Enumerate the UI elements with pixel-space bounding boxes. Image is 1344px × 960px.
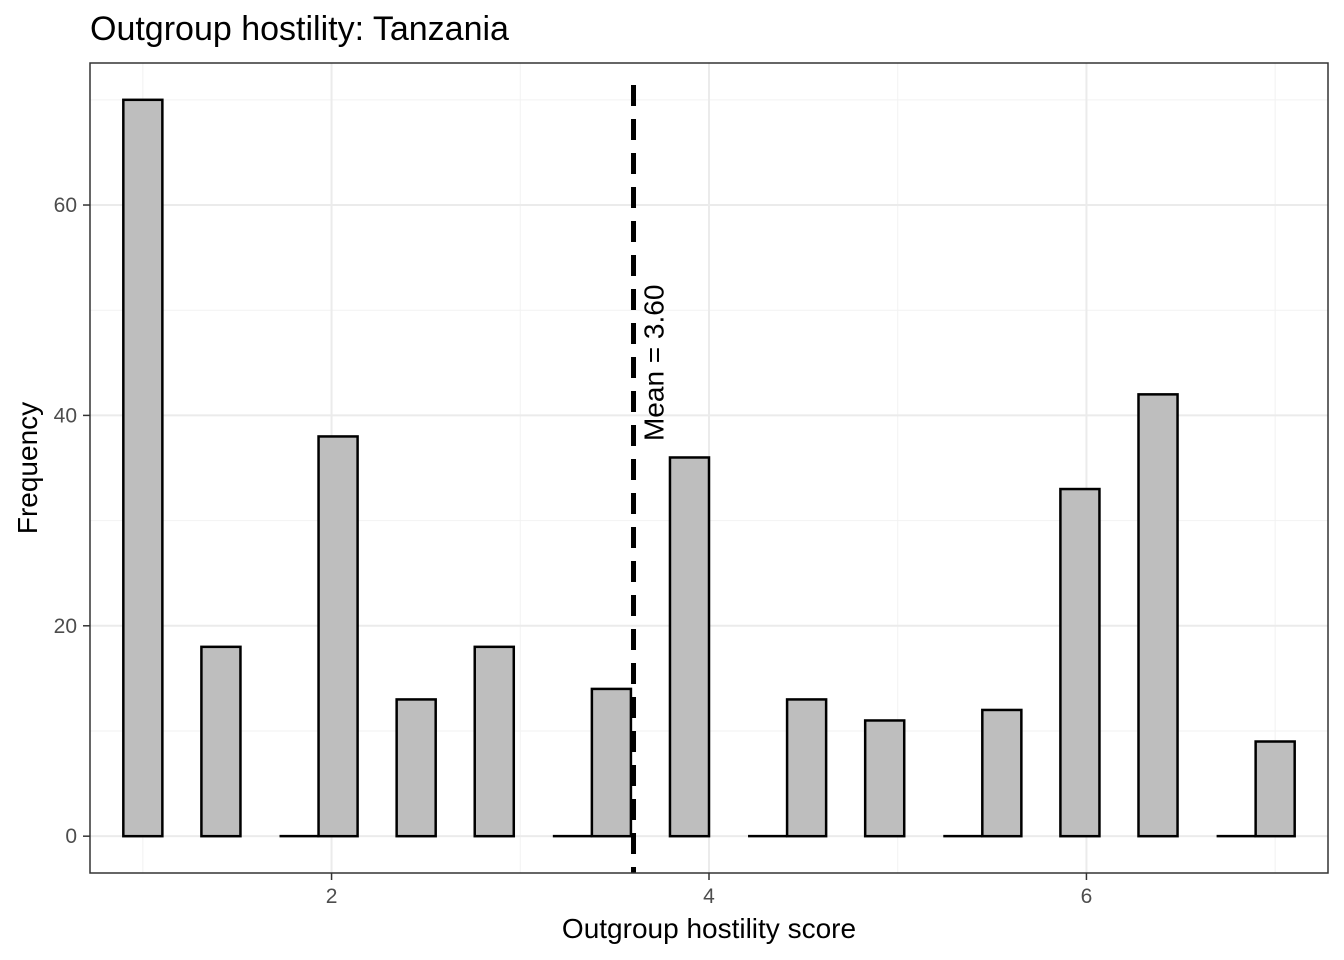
histogram-bar [1137,393,1179,838]
histogram-bar [590,687,633,838]
bars [122,98,1296,838]
histogram-bar [395,698,437,838]
y-axis: 0 20 40 60 [54,194,90,848]
mean-marker: Mean = 3.60 [631,85,670,873]
y-axis-label: Frequency [12,402,43,534]
y-tick-label: 20 [54,615,77,638]
histogram-bar [473,645,516,838]
x-tick-label: 6 [1081,885,1093,908]
x-tick-label: 4 [703,885,715,908]
histogram-bar [668,456,711,838]
x-tick-label: 2 [326,885,338,908]
histogram-bar [1059,487,1101,838]
histogram-bar [863,719,906,838]
y-tick-label: 0 [65,825,77,848]
histogram-bar [981,708,1023,838]
x-axis: 2 4 6 [326,873,1093,908]
mean-label: Mean = 3.60 [639,285,670,441]
y-tick-label: 40 [54,404,77,427]
histogram-bar [122,98,164,838]
histogram-bar [317,435,359,838]
histogram-bar [1254,740,1296,838]
chart-title: Outgroup hostility: Tanzania [90,10,509,48]
y-tick-label: 60 [54,194,77,217]
x-axis-label: Outgroup hostility score [562,913,856,944]
histogram-bar [200,645,242,838]
histogram-bar [785,698,828,838]
